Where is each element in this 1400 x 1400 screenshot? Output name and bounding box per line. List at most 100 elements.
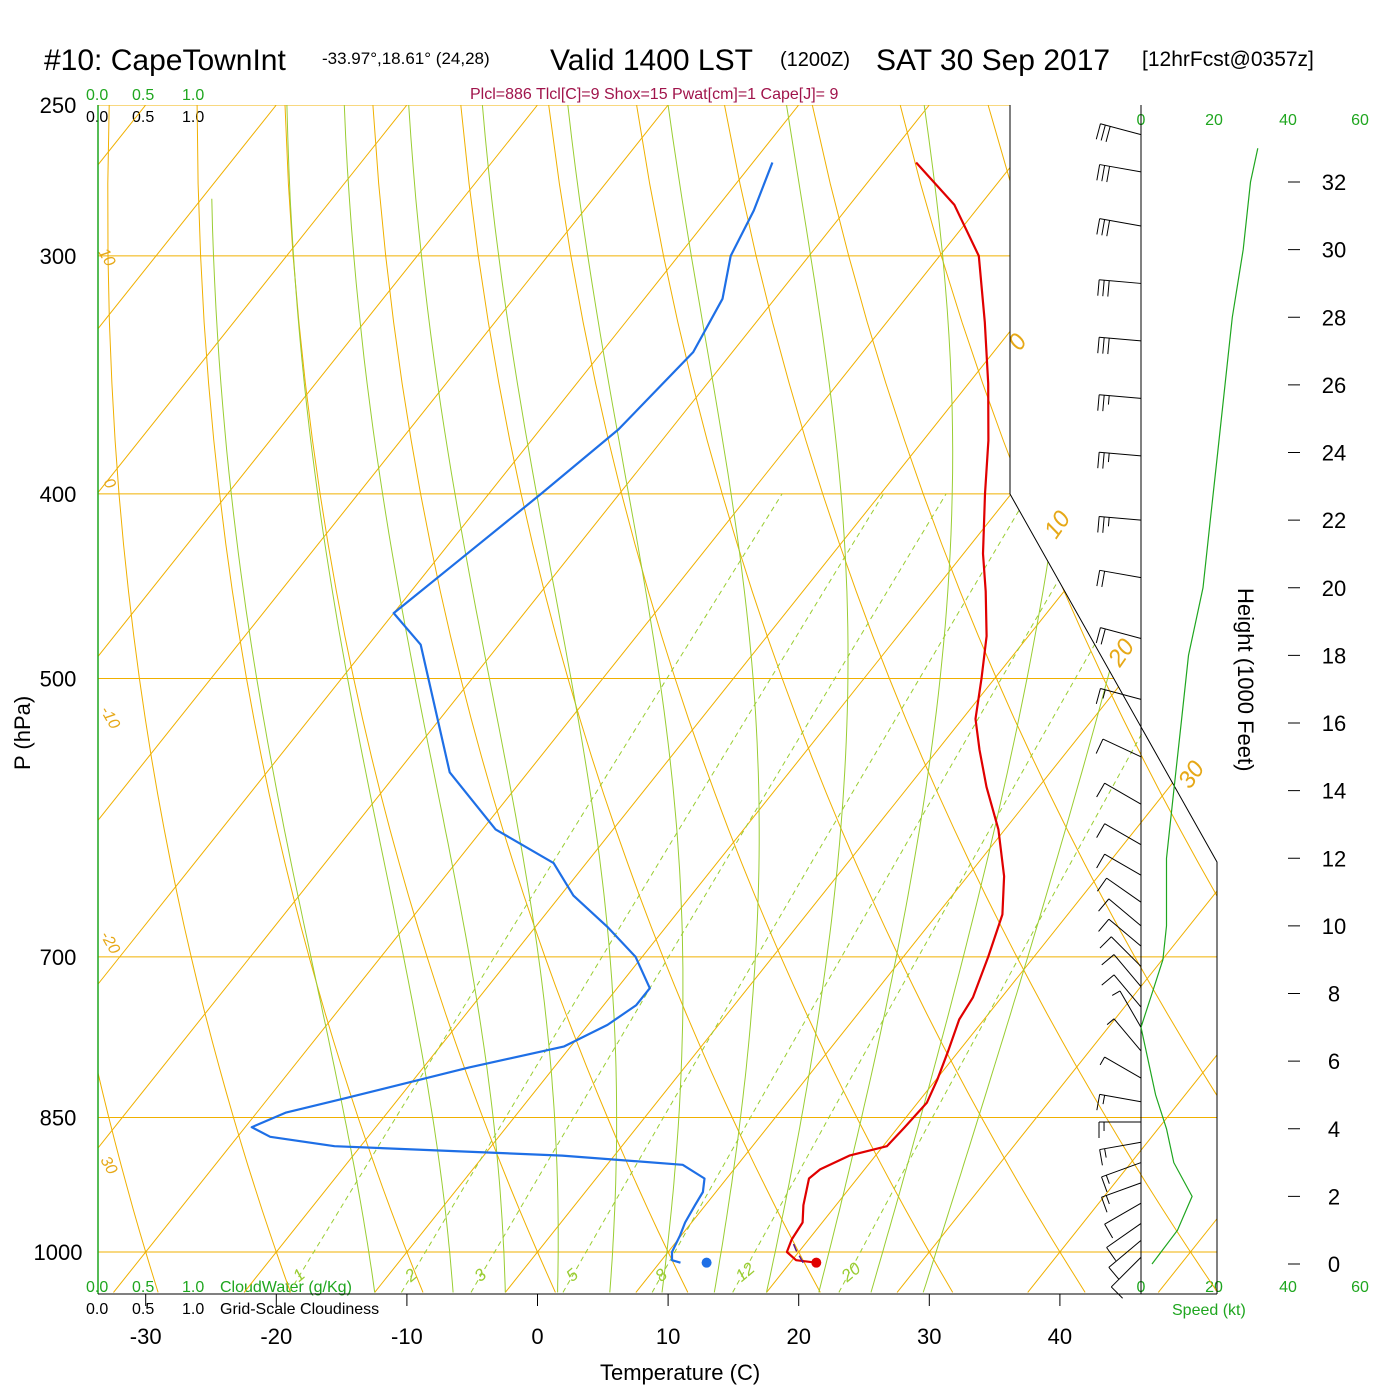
x-tick-label--10: -10 [391,1324,423,1349]
x-tick-label-10: 10 [656,1324,680,1349]
wind-barb-shaft-28 [1099,336,1142,342]
height-tick-label-4: 4 [1328,1117,1340,1142]
surface-dewpoint-dot [701,1257,712,1268]
moist-adiabat-16 [667,105,760,1293]
dry-adiabat--20 [107,105,291,1293]
wind-barb-13 [1101,954,1142,988]
moist-adiabat--4 [286,105,454,1293]
dry-adiabat-30 [548,105,954,1293]
wind-barb-flag-30-1 [1101,219,1106,236]
isotherm-50 [1157,105,1217,1293]
height-tick-label-0: 0 [1328,1252,1340,1277]
isotherm-10 [635,105,1217,1293]
wind-barb-flag-10-0 [1106,1018,1115,1025]
wind-barb-shaft-26 [1099,451,1142,457]
wind-barb-flag-14-0 [1099,936,1112,949]
x-axis-label: Temperature (C) [600,1360,760,1385]
dry-adiabat-0 [284,105,556,1293]
y-tick-label-250: 250 [40,93,77,118]
wind-barb-shaft-29 [1099,279,1142,284]
wind-barb-shaft-27 [1099,394,1142,399]
title-date: SAT 30 Sep 2017 [876,44,1110,77]
wind-barb-shaft-32 [1100,123,1142,136]
isotherm--80 [98,105,408,1293]
moist-adiabat-12 [567,105,684,1293]
isotherm--20 [243,105,1191,1293]
wind-barb-flag-27-0 [1097,394,1100,411]
height-tick-label-2: 2 [1328,1184,1340,1209]
height-tick-label-22: 22 [1322,508,1346,533]
wind-barb-shaft-13 [1113,954,1142,988]
height-tick-label-24: 24 [1322,441,1346,466]
isotherm--70 [98,105,538,1293]
wind-barb-flag-32-0 [1095,123,1101,140]
wind-barb-16 [1098,898,1142,927]
wind-barb-flag-8-1 [1102,1095,1106,1105]
wind-barb-flag-1-0 [1108,1267,1120,1280]
right-boundary [1009,105,1218,1294]
isotherm-60 [1289,105,1400,1292]
wind-barb-27 [1097,394,1142,412]
wind-barb-0 [1110,1256,1142,1299]
cloud-scale-top: 0.0 0.5 1.0 0.0 0.5 1.0 [86,87,204,126]
cloudiness-label: Grid-Scale Cloudiness [220,1301,379,1318]
wind-barb-flag-29-1 [1102,280,1105,297]
wind-barb-flag-4-0 [1101,1197,1108,1213]
cloud-black-tick-1: 0.5 [132,109,154,126]
isotherm-30 [896,105,1217,1293]
isotherm-0 [504,105,1217,1293]
wind-barb-14 [1099,936,1142,967]
wind-barb-8 [1096,1093,1142,1111]
x-tick-label-0: 0 [531,1324,543,1349]
wind-barb-23 [1095,627,1142,645]
y-tick-label-400: 400 [40,482,77,507]
wind-barb-flag-31-0 [1096,164,1101,181]
wind-barb-1 [1108,1239,1142,1280]
title-zulu: (1200Z) [780,49,850,71]
wind-barb-flag-26-2 [1107,453,1110,463]
speed-tick-top-3: 60 [1351,112,1369,129]
wind-barb-shaft-4 [1101,1182,1142,1198]
height-tick-label-18: 18 [1322,643,1346,668]
wind-barb-flag-30-2 [1106,220,1111,237]
y-tick-label-300: 300 [40,244,77,269]
wind-barb-flag-0-0 [1110,1286,1123,1299]
dry-adiabat-40 [636,105,1086,1293]
speed-tick-top-2: 40 [1279,112,1297,129]
wind-barb-shaft-14 [1110,936,1142,967]
wind-barb-flag-29-0 [1097,279,1100,296]
cloud-black-tick-bottom-2: 1.0 [182,1301,204,1318]
title-coords: -33.97°,18.61° (24,28) [322,49,490,68]
wind-barb-flag-6-1 [1104,1148,1107,1158]
height-tick-label-14: 14 [1322,779,1346,804]
y-tick-label-850: 850 [40,1106,77,1131]
dewpoint-profile [250,162,774,1264]
isotherm-label-8: 30 [97,1154,121,1178]
height-tick-label-6: 6 [1328,1049,1340,1074]
wind-barb-flag-20-0 [1096,782,1106,798]
dry-adiabat-120 [1340,105,1400,1292]
height-tick-label-26: 26 [1322,373,1346,398]
wind-barb-6 [1099,1141,1142,1166]
wind-barb-flag-15-0 [1098,918,1110,932]
wind-barb-flag-24-0 [1096,570,1101,587]
wind-barb-flag-5-0 [1101,1176,1108,1193]
dry-adiabat-50 [724,105,1217,1293]
isotherm-label-0: 0 [1003,328,1033,355]
wind-barb-28 [1097,336,1142,355]
isotherm-label-1: 10 [1039,506,1077,544]
surface-temperature-dot [811,1257,822,1268]
wind-barb-flag-31-1 [1101,165,1106,182]
mixing-ratio-5 [562,493,1030,1293]
wind-barb-30 [1096,218,1142,237]
wind-barb-22 [1095,687,1142,705]
wind-barb-flag-30-0 [1096,218,1101,235]
wind-barb-shaft-12 [1113,974,1142,1008]
wind-barb-flag-16-0 [1098,898,1110,912]
wind-barb-flag-25-1 [1102,516,1105,533]
background-lines [98,105,1400,1293]
y-tick-label-500: 500 [40,667,77,692]
wind-barb-shaft-8 [1099,1093,1142,1103]
wind-barb-10 [1106,1018,1142,1052]
